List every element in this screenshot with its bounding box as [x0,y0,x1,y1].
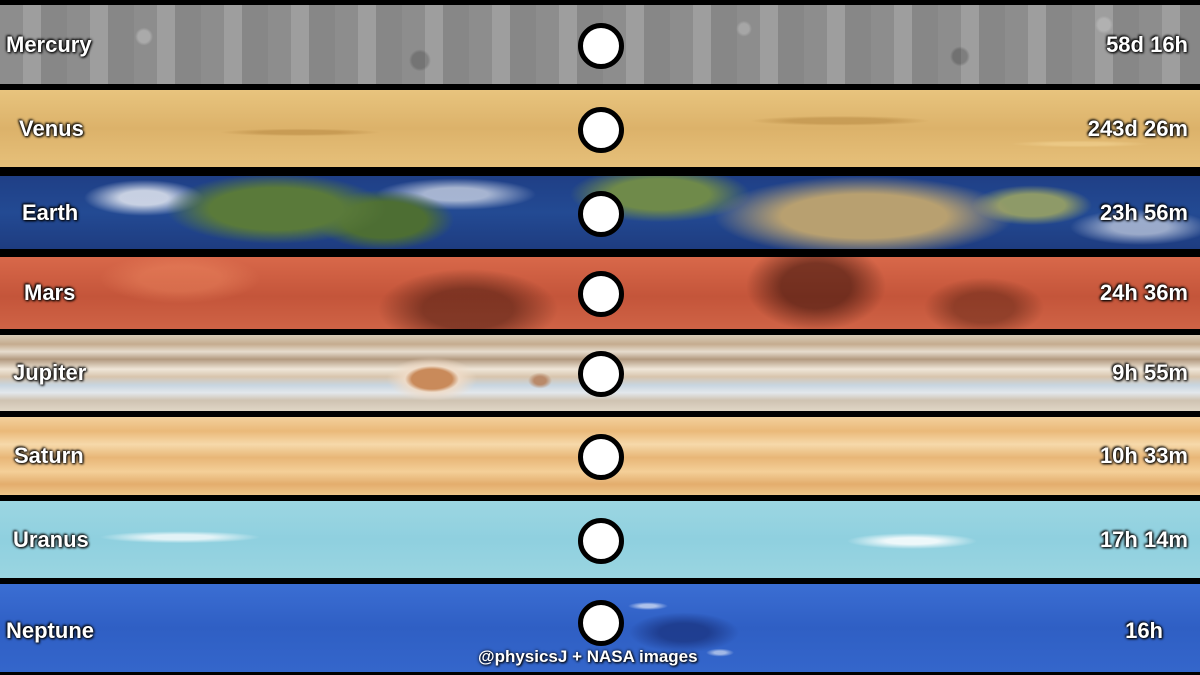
planet-name: Earth [22,199,79,225]
band-earth: Earth 23h 56m [0,176,1200,249]
rotation-period: 17h 14m [1099,526,1188,552]
planet-name: Mercury [6,31,92,57]
rotation-marker [578,434,624,480]
band-venus: Venus 243d 26m [0,90,1200,167]
planet-name: Mars [24,280,76,305]
rotation-period: 9h 55m [1112,360,1188,385]
planet-name: Jupiter [13,360,87,385]
rotation-marker [578,351,624,397]
image-credit: @physicsJ + NASA images [478,647,698,666]
rotation-marker [578,190,624,237]
planet-name: Neptune [6,618,94,643]
rotation-marker [578,517,624,564]
rotation-period: 58d 16h [1106,31,1188,57]
rotation-marker [578,22,624,69]
rotation-period: 23h 56m [1099,199,1188,225]
band-mercury: Mercury 58d 16h [0,5,1200,84]
rotation-marker [578,271,624,317]
band-uranus: Uranus 17h 14m [0,501,1200,578]
band-neptune: Neptune 16h [0,584,1200,672]
rotation-marker [578,600,624,646]
rotation-period: 24h 36m [1099,280,1188,305]
band-jupiter: Jupiter 9h 55m [0,335,1200,411]
band-saturn: Saturn 10h 33m [0,417,1200,495]
planet-name: Uranus [13,526,89,552]
planet-name: Saturn [14,443,84,468]
rotation-period: 10h 33m [1099,443,1188,468]
band-mars: Mars 24h 36m [0,257,1200,329]
rotation-period: 243d 26m [1087,115,1188,141]
planet-name: Venus [19,115,84,141]
rotation-period: 16h [1125,618,1163,643]
rotation-marker [578,106,624,153]
